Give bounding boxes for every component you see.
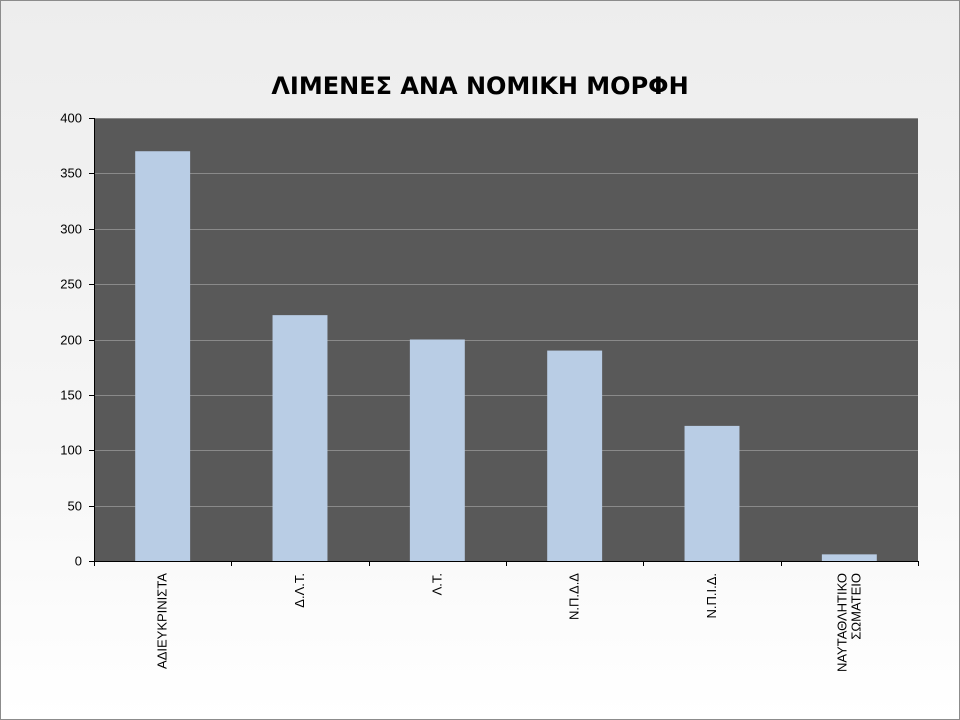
y-tick-label: 400 — [60, 111, 82, 126]
y-tick-label: 350 — [60, 166, 82, 181]
y-tick-label: 0 — [75, 554, 82, 569]
x-tick-label: Δ.Λ.Τ. — [292, 573, 307, 608]
x-tick-label: Λ.Τ. — [429, 573, 444, 595]
chart-title: ΛΙΜΕΝΕΣ ΑΝΑ ΝΟΜΙΚΗ ΜΟΡΦΗ — [271, 72, 688, 100]
gridlines — [94, 118, 918, 507]
bar — [272, 315, 328, 561]
x-tick-label: ΣΩΜΑΤΕΙΟ — [848, 573, 863, 640]
y-tick-label: 100 — [60, 443, 82, 458]
axes — [89, 118, 919, 566]
y-tick-label: 150 — [60, 388, 82, 403]
x-tick-label: ΑΔΙΕΥΚΡΙΝΙΣΤΑ — [155, 573, 170, 669]
y-tick-label: 200 — [60, 333, 82, 348]
y-tick-label: 250 — [60, 277, 82, 292]
bar — [547, 350, 603, 561]
plot-area — [94, 118, 918, 561]
labels: 0 50 100 150 200 250 300 350 400 ΑΔΙΕΥΚΡΙΝΙΣΤΑ Δ.Λ… — [60, 111, 863, 673]
bar — [409, 339, 465, 561]
bar — [135, 151, 191, 561]
x-tick-label: Ν.Π.Δ.Δ — [567, 573, 582, 620]
bar — [821, 554, 877, 561]
bars — [135, 151, 877, 561]
x-tick-label: ΝΑΥΤΑΘΛΗΤΙΚΟ — [834, 573, 849, 672]
y-tick-label: 300 — [60, 222, 82, 237]
x-tick-label: Ν.Π.Ι.Δ. — [704, 573, 719, 619]
bar — [684, 425, 740, 561]
y-tick-label: 50 — [68, 499, 82, 514]
